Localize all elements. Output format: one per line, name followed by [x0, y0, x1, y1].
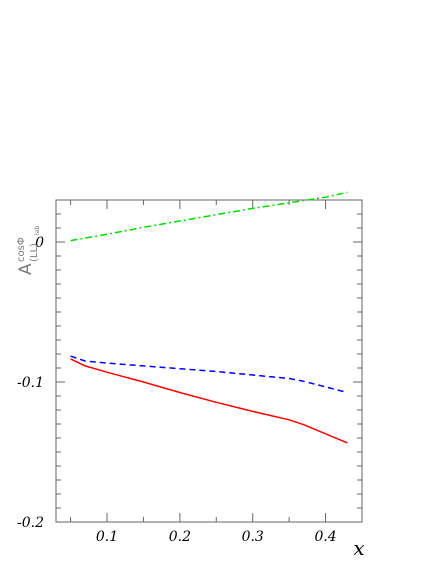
x-tick-label: 0.2 — [169, 529, 191, 545]
y-axis-label-main: A — [16, 263, 36, 275]
series-layer — [70, 191, 348, 444]
y-tick-label: -0.2 — [17, 515, 44, 531]
series-line-2 — [70, 355, 348, 394]
x-tick-label: 0.3 — [242, 529, 264, 545]
axis-ticks — [56, 199, 363, 523]
plot-frame — [55, 199, 363, 523]
y-tick-label: -0.1 — [17, 375, 44, 391]
x-tick-label: 0.1 — [96, 529, 118, 545]
x-axis-label: x — [353, 536, 364, 560]
series-line-1 — [70, 358, 348, 444]
y-tick-label: 0 — [35, 235, 44, 251]
y-axis-label: A cosΦ (LL) lab — [16, 226, 41, 275]
y-axis-label-superscript: cosΦ — [16, 237, 27, 262]
y-axis-label-subsubscript: lab — [34, 226, 41, 235]
x-tick-label: 0.4 — [314, 529, 336, 545]
series-line-3 — [70, 191, 348, 242]
y-axis-label-subscript: (LL) — [29, 243, 40, 262]
